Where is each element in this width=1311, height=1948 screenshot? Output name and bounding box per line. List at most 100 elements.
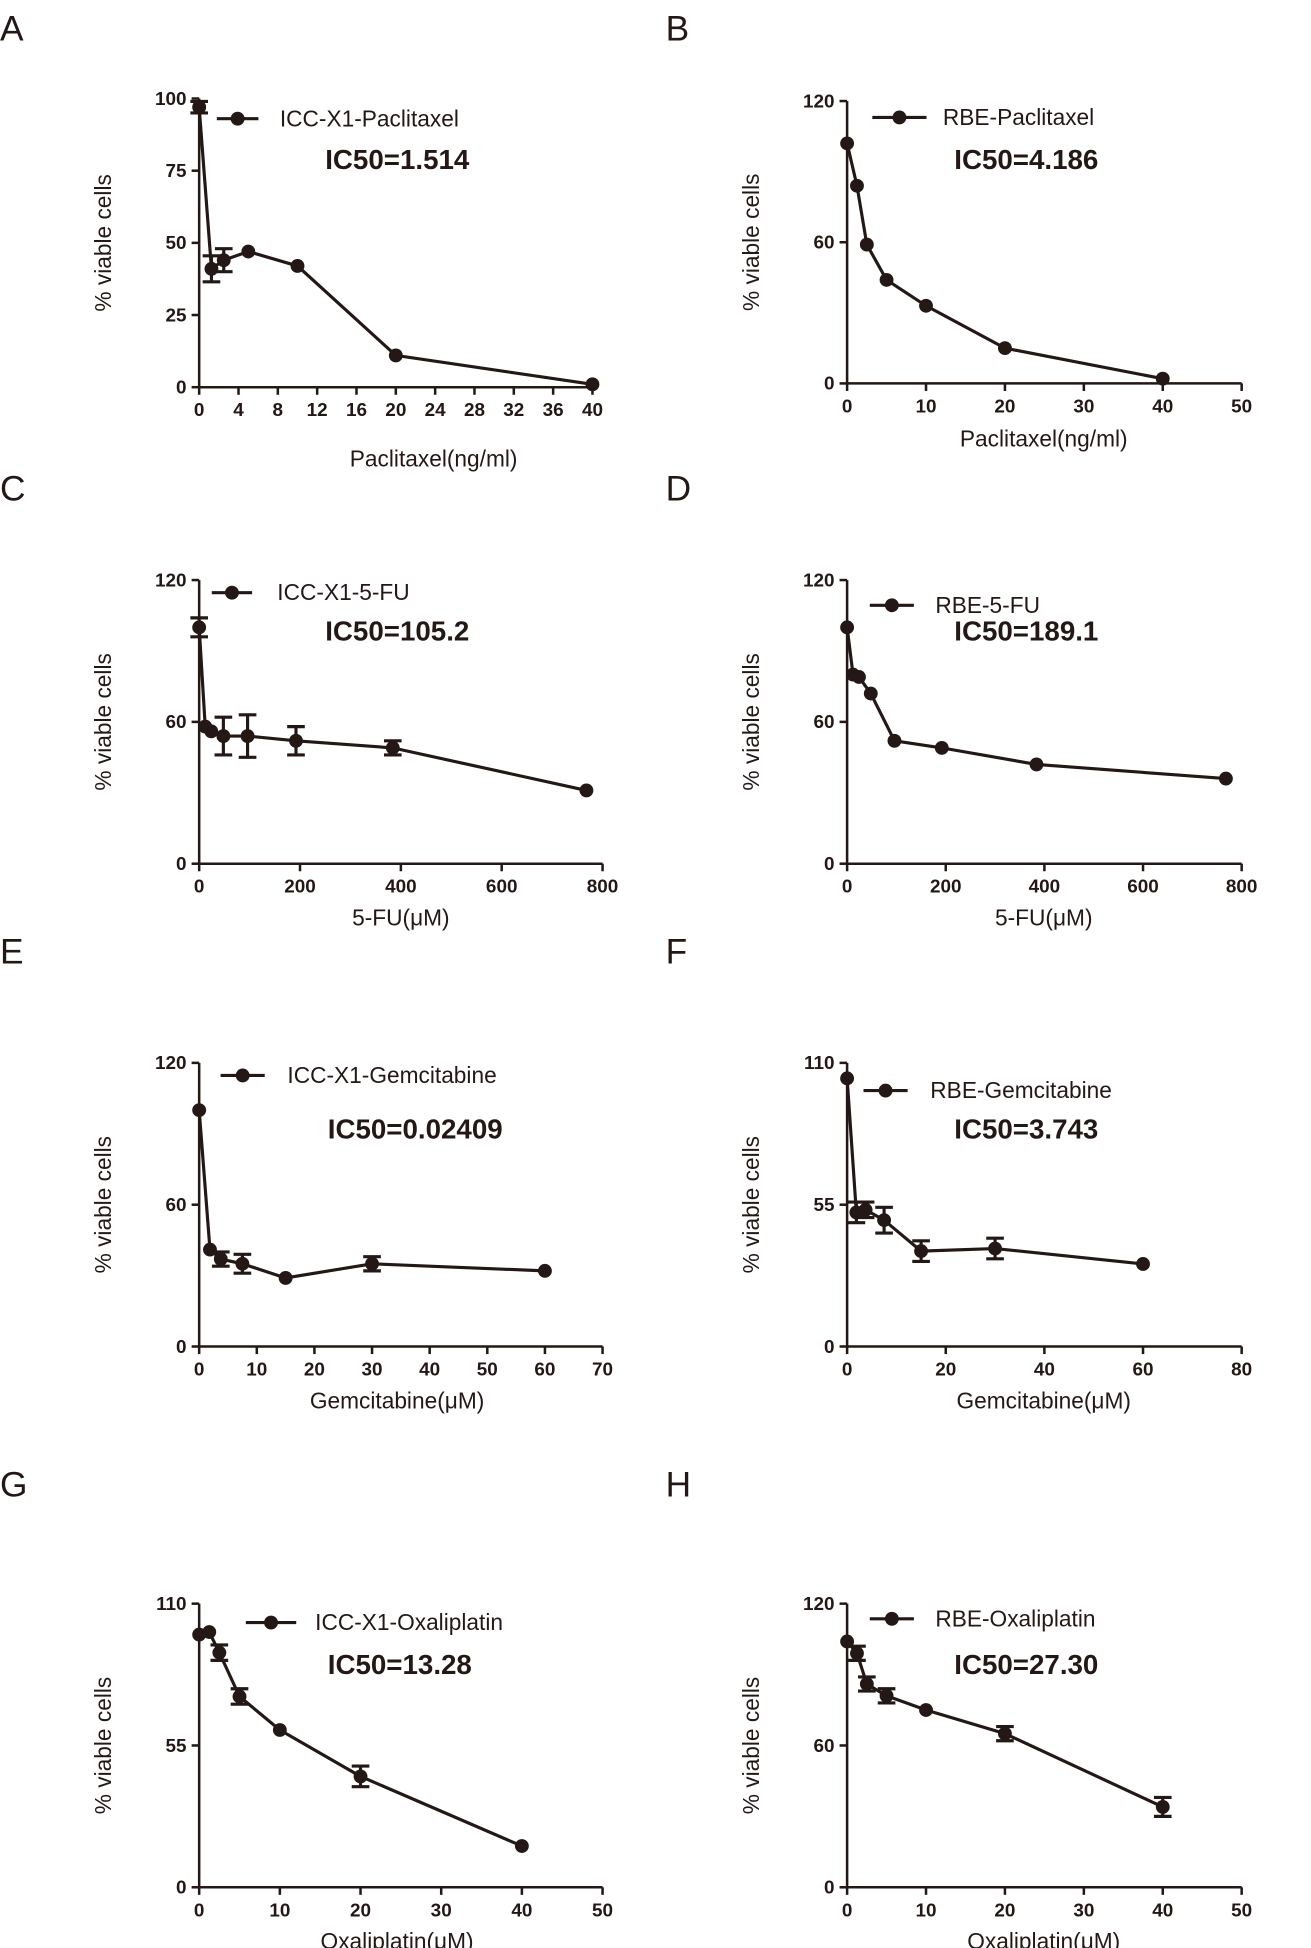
data-point: [216, 729, 231, 743]
x-axis-label: Gemcitabine(μM): [957, 1387, 1131, 1413]
y-axis-label: % viable cells: [738, 174, 764, 311]
x-tick-label: 40: [582, 400, 603, 421]
data-point: [212, 1645, 227, 1660]
legend-marker: [230, 111, 245, 126]
ic50-annotation: IC50=1.514: [325, 144, 470, 175]
y-axis-label: % viable cells: [90, 653, 116, 790]
legend-label: ICC-X1-Paclitaxel: [280, 105, 459, 131]
data-point: [579, 783, 594, 798]
y-tick-label: 60: [166, 712, 187, 733]
legend-label: RBE-5-FU: [935, 592, 1040, 618]
x-axis-label: Paclitaxel(ng/ml): [350, 446, 518, 472]
x-tick-label: 32: [503, 400, 524, 421]
panel-label: G: [0, 1466, 27, 1505]
data-point: [850, 1646, 864, 1661]
data-point: [216, 253, 231, 268]
legend-marker: [235, 1068, 250, 1083]
x-tick-label: 16: [346, 400, 367, 421]
data-point: [852, 670, 866, 684]
ic50-annotation: IC50=105.2: [325, 616, 469, 647]
y-tick-label: 55: [166, 1736, 187, 1757]
x-axis-label: Oxaliplatin(μM): [321, 1928, 474, 1948]
data-point: [997, 341, 1012, 356]
data-point: [204, 261, 219, 276]
ic50-annotation: IC50=27.30: [954, 1649, 1098, 1680]
legend-marker: [264, 1615, 278, 1630]
y-tick-label: 25: [166, 305, 187, 326]
x-tick-label: 20: [994, 396, 1015, 417]
legend-label: ICC-X1-Oxaliplatin: [315, 1609, 503, 1635]
data-point: [887, 733, 902, 748]
data-point: [192, 620, 207, 635]
x-tick-label: 50: [1231, 396, 1252, 417]
x-tick-label: 800: [587, 877, 619, 898]
x-tick-label: 50: [592, 1900, 613, 1921]
y-tick-label: 55: [813, 1195, 834, 1216]
data-point: [353, 1769, 368, 1784]
panel-E: E 0 60 120 0 10 20 30 40 50 60 70 ICC-X1-Gemcitabine…: [0, 932, 613, 1413]
y-tick-label: 100: [155, 89, 187, 110]
data-point: [919, 298, 933, 313]
data-point: [240, 729, 255, 743]
x-tick-label: 0: [194, 1900, 205, 1921]
panel-B: B 0 60 120 0 10 20 30 40 50 RBE-Paclitaxel IC50=4.1…: [666, 10, 1253, 452]
y-tick-label: 0: [824, 374, 835, 395]
ic50-annotation: IC50=189.1: [954, 616, 1098, 647]
data-point: [840, 136, 855, 151]
ic50-annotation: IC50=0.02409: [328, 1114, 503, 1145]
data-point: [919, 1703, 933, 1717]
x-tick-label: 50: [1231, 1900, 1252, 1921]
data-point: [1218, 771, 1233, 786]
ic50-annotation: IC50=13.28: [328, 1649, 472, 1680]
x-tick-label: 50: [477, 1359, 498, 1380]
legend-label: ICC-X1-Gemcitabine: [287, 1062, 496, 1088]
data-point: [235, 1256, 250, 1271]
panel-label: A: [0, 10, 24, 49]
y-axis-label: % viable cells: [90, 174, 116, 311]
data-point: [289, 733, 303, 748]
panel-label: B: [666, 10, 690, 49]
x-tick-label: 200: [930, 877, 962, 898]
data-point: [988, 1241, 1003, 1256]
x-tick-label: 12: [307, 400, 328, 421]
x-tick-label: 20: [350, 1900, 371, 1921]
y-tick-label: 60: [813, 1736, 834, 1757]
x-tick-label: 80: [1231, 1359, 1252, 1380]
y-tick-label: 75: [166, 161, 187, 182]
data-point: [232, 1689, 247, 1704]
y-tick-label: 0: [824, 1878, 835, 1899]
y-axis-label: % viable cells: [738, 1136, 764, 1273]
data-point: [1136, 1257, 1150, 1271]
x-tick-label: 36: [543, 400, 564, 421]
data-point: [840, 620, 855, 635]
panel-C: C 0 60 120 0 200 400 600 800 ICC-X1-5-FU IC50=105.…: [0, 470, 618, 931]
data-point: [202, 1625, 217, 1639]
data-point: [241, 244, 256, 259]
panel-label: F: [666, 932, 688, 971]
x-tick-label: 0: [842, 396, 853, 417]
y-axis-label: % viable cells: [90, 1677, 116, 1814]
x-tick-label: 0: [842, 1900, 853, 1921]
x-axis-label: Oxaliplatin(μM): [967, 1928, 1120, 1948]
x-tick-label: 40: [419, 1359, 440, 1380]
x-axis-label: Paclitaxel(ng/ml): [960, 425, 1128, 451]
legend-label: RBE-Oxaliplatin: [935, 1605, 1095, 1631]
x-tick-label: 40: [1152, 1900, 1173, 1921]
x-axis-label: 5-FU(μM): [352, 904, 449, 930]
y-tick-label: 0: [176, 378, 187, 399]
ic50-annotation: IC50=4.186: [954, 144, 1098, 175]
x-tick-label: 10: [269, 1900, 290, 1921]
y-tick-label: 0: [176, 1337, 187, 1358]
series-line: [845, 627, 1227, 781]
x-tick-label: 30: [1073, 396, 1094, 417]
x-tick-label: 600: [1127, 877, 1159, 898]
data-point: [840, 1071, 855, 1086]
data-point: [192, 100, 207, 115]
x-tick-label: 0: [842, 1359, 853, 1380]
data-point: [385, 740, 400, 755]
x-tick-label: 0: [194, 877, 205, 898]
data-point: [997, 1726, 1012, 1741]
x-tick-label: 24: [425, 400, 447, 421]
y-tick-label: 120: [803, 91, 835, 112]
x-tick-label: 200: [284, 877, 316, 898]
